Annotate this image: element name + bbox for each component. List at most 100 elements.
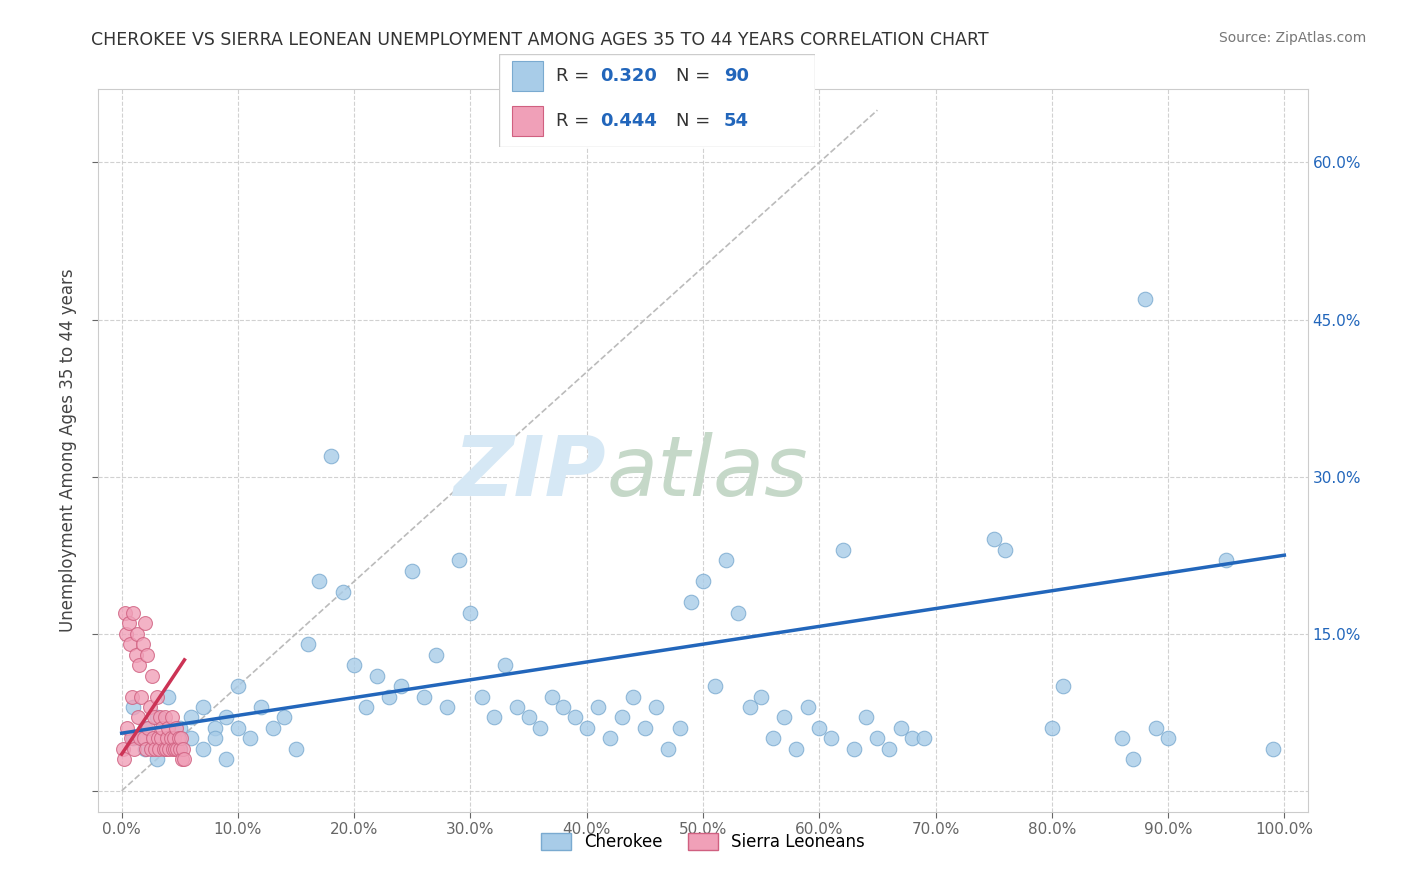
Sierra Leoneans (167, 731, 190, 746)
Cherokee (820, 731, 842, 746)
Cherokee (215, 710, 238, 724)
Cherokee (657, 742, 679, 756)
Cherokee (749, 690, 772, 704)
Cherokee (994, 543, 1017, 558)
Sierra Leoneans (165, 721, 187, 735)
Sierra Leoneans (117, 721, 139, 735)
Cherokee (610, 710, 633, 724)
Sierra Leoneans (172, 752, 194, 766)
Cherokee (366, 668, 388, 682)
Cherokee (716, 553, 738, 567)
Cherokee (1144, 721, 1167, 735)
Text: R =: R = (557, 112, 595, 130)
Sierra Leoneans (165, 742, 187, 756)
Cherokee (529, 721, 551, 735)
Sierra Leoneans (114, 606, 136, 620)
Cherokee (1040, 721, 1063, 735)
Sierra Leoneans (143, 710, 166, 724)
Cherokee (808, 721, 831, 735)
Cherokee (1052, 679, 1074, 693)
Text: Source: ZipAtlas.com: Source: ZipAtlas.com (1219, 31, 1367, 45)
Sierra Leoneans (160, 710, 183, 724)
Cherokee (169, 721, 191, 735)
Cherokee (297, 637, 319, 651)
Cherokee (727, 606, 749, 620)
Cherokee (1261, 742, 1284, 756)
FancyBboxPatch shape (512, 61, 543, 91)
Sierra Leoneans (120, 731, 142, 746)
Sierra Leoneans (173, 752, 195, 766)
Sierra Leoneans (145, 690, 167, 704)
Cherokee (681, 595, 703, 609)
Cherokee (599, 731, 621, 746)
Cherokee (703, 679, 725, 693)
Cherokee (122, 700, 145, 714)
Cherokee (204, 731, 226, 746)
Cherokee (145, 752, 167, 766)
Cherokee (890, 721, 912, 735)
Sierra Leoneans (150, 731, 173, 746)
Cherokee (564, 710, 586, 724)
Cherokee (866, 731, 889, 746)
Cherokee (389, 679, 412, 693)
Cherokee (226, 721, 249, 735)
Sierra Leoneans (121, 690, 143, 704)
Cherokee (273, 710, 295, 724)
Text: N =: N = (676, 67, 716, 85)
Cherokee (482, 710, 505, 724)
Cherokee (134, 742, 156, 756)
Cherokee (877, 742, 900, 756)
Sierra Leoneans (153, 710, 176, 724)
Cherokee (621, 690, 644, 704)
Sierra Leoneans (157, 721, 180, 735)
Cherokee (553, 700, 575, 714)
Sierra Leoneans (141, 668, 163, 682)
Cherokee (191, 742, 214, 756)
Text: 54: 54 (724, 112, 749, 130)
Sierra Leoneans (111, 742, 134, 756)
Cherokee (692, 574, 714, 589)
Cherokee (912, 731, 935, 746)
FancyBboxPatch shape (499, 54, 815, 147)
Sierra Leoneans (142, 731, 165, 746)
Sierra Leoneans (172, 742, 194, 756)
FancyBboxPatch shape (512, 106, 543, 136)
Cherokee (901, 731, 924, 746)
Sierra Leoneans (145, 742, 167, 756)
Sierra Leoneans (159, 731, 181, 746)
Sierra Leoneans (122, 606, 145, 620)
Cherokee (1111, 731, 1133, 746)
Sierra Leoneans (115, 626, 138, 640)
Sierra Leoneans (163, 731, 186, 746)
Cherokee (285, 742, 308, 756)
Sierra Leoneans (118, 637, 141, 651)
Cherokee (308, 574, 330, 589)
Cherokee (169, 742, 191, 756)
Sierra Leoneans (166, 742, 188, 756)
Sierra Leoneans (157, 742, 180, 756)
Cherokee (796, 700, 818, 714)
Sierra Leoneans (132, 731, 155, 746)
Cherokee (494, 658, 516, 673)
Cherokee (134, 721, 156, 735)
Sierra Leoneans (146, 731, 169, 746)
Cherokee (1133, 292, 1156, 306)
Cherokee (738, 700, 761, 714)
Cherokee (262, 721, 284, 735)
Cherokee (773, 710, 796, 724)
Cherokee (506, 700, 529, 714)
Cherokee (436, 700, 458, 714)
Sierra Leoneans (136, 648, 159, 662)
Cherokee (354, 700, 377, 714)
Sierra Leoneans (138, 700, 160, 714)
Sierra Leoneans (128, 658, 150, 673)
Cherokee (180, 710, 202, 724)
Sierra Leoneans (134, 616, 156, 631)
Sierra Leoneans (162, 742, 184, 756)
Sierra Leoneans (155, 742, 177, 756)
Cherokee (634, 721, 657, 735)
Cherokee (517, 710, 540, 724)
Sierra Leoneans (124, 742, 146, 756)
Text: N =: N = (676, 112, 716, 130)
Sierra Leoneans (148, 742, 170, 756)
